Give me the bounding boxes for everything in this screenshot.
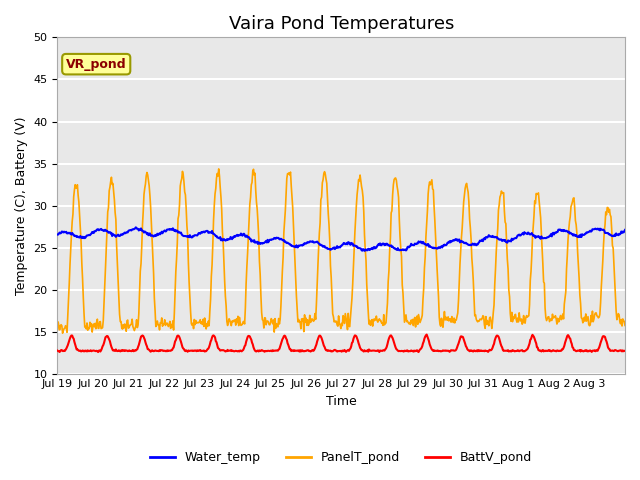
Y-axis label: Temperature (C), Battery (V): Temperature (C), Battery (V) [15, 117, 28, 295]
X-axis label: Time: Time [326, 395, 356, 408]
Title: Vaira Pond Temperatures: Vaira Pond Temperatures [228, 15, 454, 33]
Legend: Water_temp, PanelT_pond, BattV_pond: Water_temp, PanelT_pond, BattV_pond [145, 446, 538, 469]
Text: VR_pond: VR_pond [66, 58, 127, 71]
